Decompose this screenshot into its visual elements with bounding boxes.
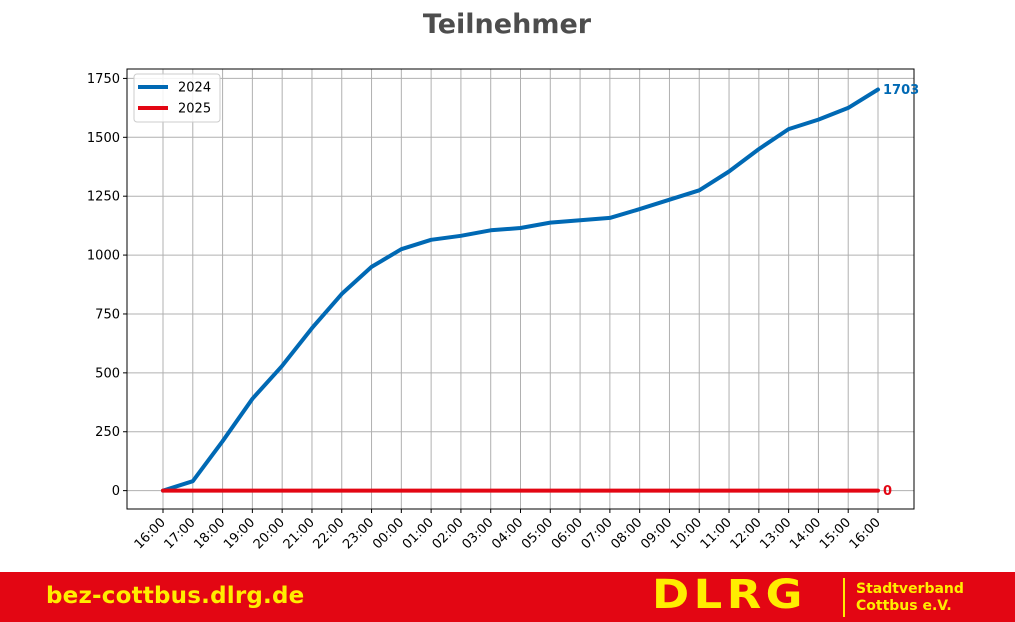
logo-wordmark: DLRG bbox=[652, 572, 807, 618]
x-tick-label: 16:00 bbox=[847, 515, 884, 552]
series-line-2024 bbox=[161, 87, 880, 493]
dlrg-logo: DLRG Stadtverband Cottbus e.V. bbox=[652, 572, 982, 618]
x-tick-label: 02:00 bbox=[430, 515, 467, 552]
y-tick-label: 1500 bbox=[87, 131, 120, 146]
y-tick-label: 750 bbox=[95, 307, 120, 322]
x-tick-label: 12:00 bbox=[728, 515, 765, 552]
x-tick-label: 11:00 bbox=[698, 515, 735, 552]
x-tick-label: 19:00 bbox=[221, 515, 258, 552]
end-label-2025: 0 bbox=[883, 484, 892, 499]
x-tick-label: 04:00 bbox=[489, 515, 526, 552]
x-tick-label: 22:00 bbox=[310, 515, 347, 552]
y-tick-label: 1750 bbox=[87, 72, 120, 87]
line-chart: Teilnehmer 16:0017:0018:0019:0020:0021:0… bbox=[87, 9, 919, 552]
legend-label-2025: 2025 bbox=[178, 102, 211, 117]
series-lines bbox=[161, 87, 880, 493]
y-tick-label: 0 bbox=[112, 484, 120, 499]
y-tick-label: 1000 bbox=[87, 249, 120, 264]
y-tick-label: 250 bbox=[95, 425, 120, 440]
x-tick-label: 10:00 bbox=[668, 515, 705, 552]
logo-divider bbox=[843, 578, 845, 617]
x-tick-label: 15:00 bbox=[817, 515, 854, 552]
x-tick-label: 18:00 bbox=[191, 515, 228, 552]
logo-subtitle: Stadtverband Cottbus e.V. bbox=[856, 581, 964, 615]
y-tick-label: 500 bbox=[95, 366, 120, 381]
footer-url-link[interactable]: bez-cottbus.dlrg.de bbox=[46, 583, 305, 609]
x-tick-label: 03:00 bbox=[459, 515, 496, 552]
x-tick-label: 21:00 bbox=[281, 515, 318, 552]
footer-bar: bez-cottbus.dlrg.de DLRG Stadtverband Co… bbox=[0, 572, 1015, 622]
x-tick-label: 16:00 bbox=[132, 515, 169, 552]
x-tick-label: 00:00 bbox=[370, 515, 407, 552]
legend-label-2024: 2024 bbox=[178, 81, 211, 96]
y-tick-label: 1250 bbox=[87, 190, 120, 205]
legend: 2024 2025 bbox=[133, 73, 221, 123]
x-tick-label: 08:00 bbox=[608, 515, 645, 552]
x-tick-label: 07:00 bbox=[579, 515, 616, 552]
x-tick-label: 14:00 bbox=[787, 515, 824, 552]
chart-title: Teilnehmer bbox=[423, 9, 592, 40]
logo-line-2: Cottbus e.V. bbox=[856, 598, 952, 614]
x-tick-label: 20:00 bbox=[251, 515, 288, 552]
x-tick-label: 13:00 bbox=[757, 515, 794, 552]
x-tick-label: 09:00 bbox=[638, 515, 675, 552]
x-tick-label: 17:00 bbox=[162, 515, 199, 552]
end-labels: 1703 0 bbox=[883, 83, 919, 499]
x-tick-label: 01:00 bbox=[400, 515, 437, 552]
x-tick-label: 05:00 bbox=[519, 515, 556, 552]
grid bbox=[127, 69, 914, 509]
end-label-2024: 1703 bbox=[883, 83, 919, 98]
x-tick-label: 23:00 bbox=[340, 515, 377, 552]
logo-line-1: Stadtverband bbox=[856, 581, 964, 597]
x-tick-label: 06:00 bbox=[549, 515, 586, 552]
